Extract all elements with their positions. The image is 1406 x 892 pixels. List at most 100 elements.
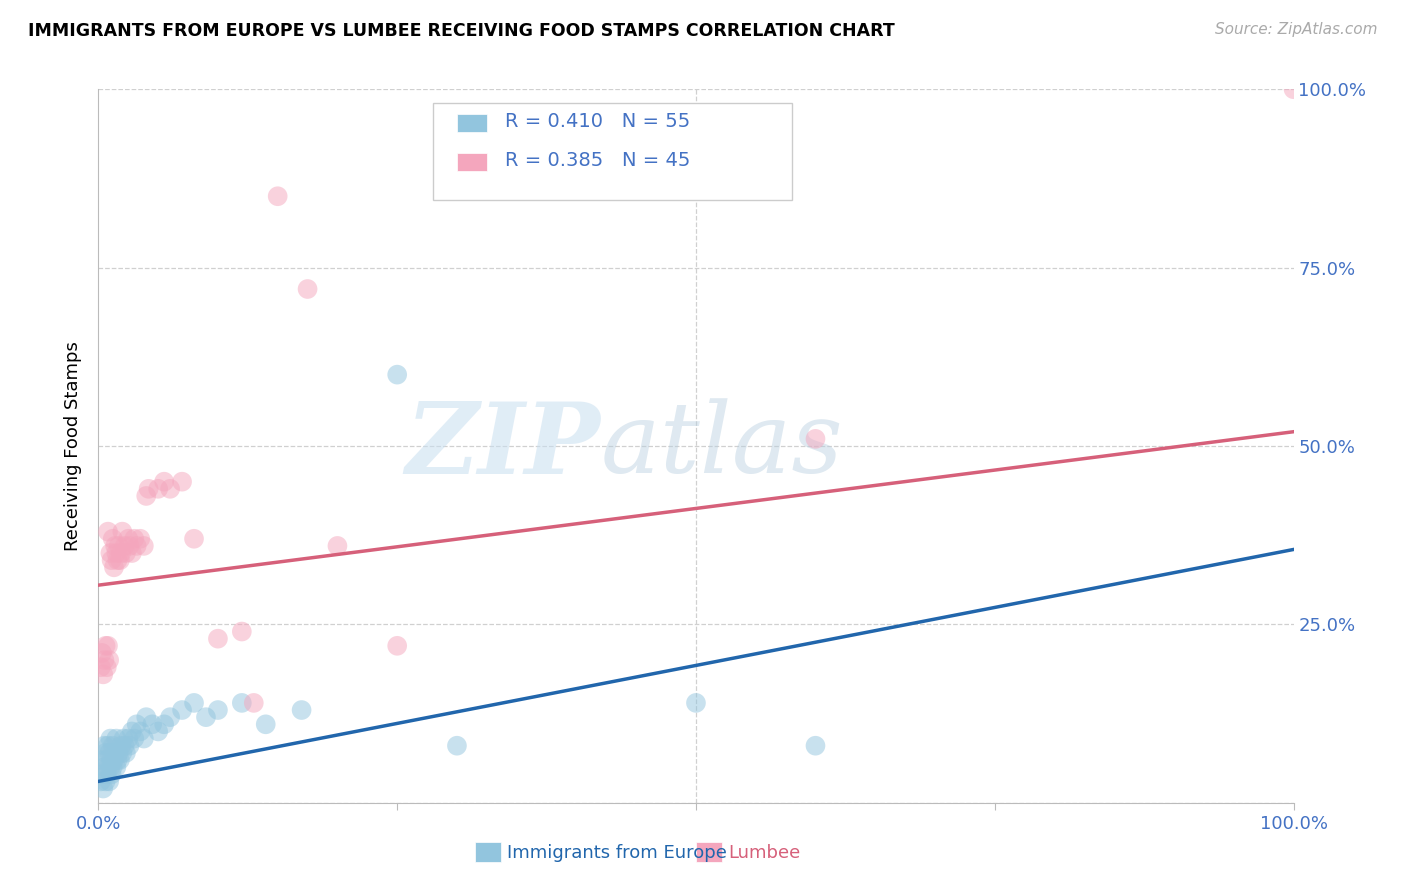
Point [804, 432, 827, 446]
Point [117, 532, 139, 546]
Point [90, 660, 112, 674]
Point [100, 767, 122, 781]
Point [98, 746, 121, 760]
Point [326, 539, 349, 553]
Point [124, 731, 146, 746]
Point [91, 753, 114, 767]
Point [97, 760, 120, 774]
Point [267, 189, 290, 203]
Point [97, 639, 120, 653]
Point [96, 767, 118, 781]
Y-axis label: Receiving Food Stamps: Receiving Food Stamps [65, 341, 83, 551]
Point [110, 546, 132, 560]
Point [103, 560, 125, 574]
Point [385, 639, 409, 653]
Point [135, 710, 157, 724]
Point [110, 739, 132, 753]
Point [121, 546, 143, 560]
Point [138, 482, 160, 496]
FancyBboxPatch shape [475, 842, 501, 862]
Point [98, 731, 122, 746]
Point [124, 532, 146, 546]
Point [148, 724, 170, 739]
Point [91, 767, 114, 781]
Point [115, 746, 138, 760]
Point [97, 739, 120, 753]
Point [107, 553, 129, 567]
Point [114, 539, 136, 553]
Point [125, 717, 148, 731]
Text: Immigrants from Europe: Immigrants from Europe [508, 844, 727, 862]
Point [94, 774, 117, 789]
Point [108, 553, 131, 567]
Point [93, 760, 115, 774]
Text: Lumbee: Lumbee [728, 844, 800, 862]
Point [108, 753, 131, 767]
Point [172, 475, 194, 489]
Point [231, 624, 253, 639]
Point [101, 739, 124, 753]
Point [93, 739, 115, 753]
Point [104, 746, 127, 760]
Point [254, 717, 277, 731]
Point [129, 724, 152, 739]
Point [291, 703, 314, 717]
Point [385, 368, 409, 382]
Point [96, 660, 118, 674]
Point [141, 717, 163, 731]
FancyBboxPatch shape [433, 103, 792, 200]
Point [107, 746, 129, 760]
Point [297, 282, 319, 296]
Point [112, 731, 135, 746]
FancyBboxPatch shape [457, 153, 486, 171]
Point [101, 532, 124, 546]
Text: atlas: atlas [600, 399, 844, 493]
Point [135, 489, 157, 503]
Point [685, 696, 707, 710]
Point [148, 482, 170, 496]
Point [125, 539, 148, 553]
Point [104, 539, 127, 553]
Point [91, 667, 114, 681]
Point [111, 746, 134, 760]
Point [94, 746, 117, 760]
Point [105, 731, 128, 746]
Point [115, 546, 138, 560]
Point [94, 639, 117, 653]
Point [114, 739, 136, 753]
Point [172, 703, 194, 717]
Text: R = 0.410   N = 55: R = 0.410 N = 55 [505, 112, 690, 131]
FancyBboxPatch shape [696, 842, 723, 862]
Point [121, 724, 143, 739]
Point [118, 739, 141, 753]
Point [91, 646, 114, 660]
Point [153, 475, 176, 489]
Point [183, 532, 205, 546]
Point [90, 774, 112, 789]
Point [111, 524, 134, 539]
Point [207, 632, 229, 646]
Point [183, 696, 205, 710]
Point [194, 710, 218, 724]
Point [98, 760, 122, 774]
Point [243, 696, 266, 710]
Point [446, 739, 468, 753]
Point [118, 539, 141, 553]
Point [1282, 82, 1305, 96]
Point [98, 546, 122, 560]
Point [97, 524, 120, 539]
Point [100, 753, 122, 767]
Point [98, 774, 121, 789]
Point [107, 753, 129, 767]
Point [117, 731, 139, 746]
Point [100, 553, 122, 567]
Point [96, 753, 118, 767]
Point [93, 653, 115, 667]
Point [159, 710, 181, 724]
Point [132, 539, 155, 553]
Point [231, 696, 253, 710]
Point [129, 532, 152, 546]
Point [159, 482, 181, 496]
Point [207, 703, 229, 717]
Point [153, 717, 176, 731]
